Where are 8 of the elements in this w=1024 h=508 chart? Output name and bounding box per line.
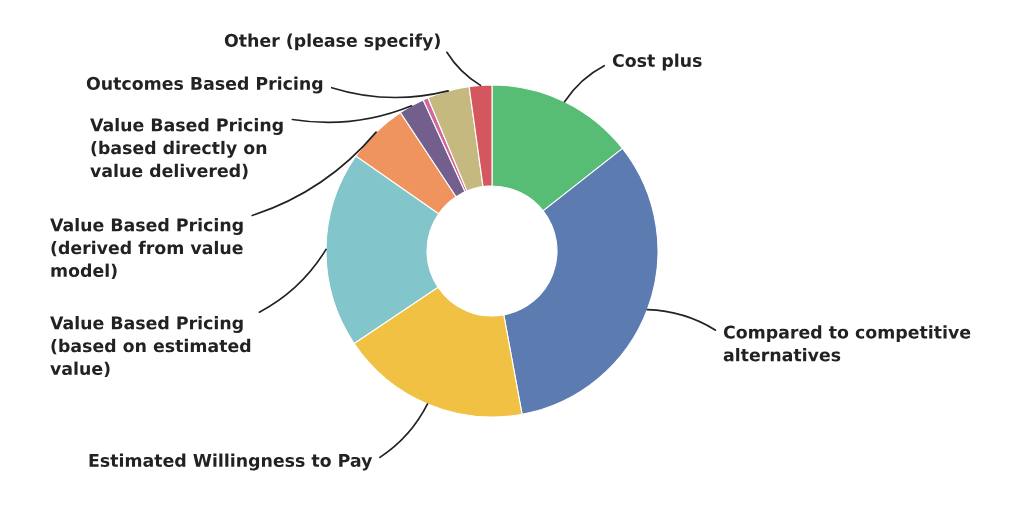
slice-label: Value Based Pricing (derived from value model): [50, 218, 243, 280]
slice-label: Cost plus: [612, 53, 702, 71]
slice-label: Estimated Willingness to Pay: [89, 453, 373, 471]
slice-label: Other (please specify): [224, 33, 440, 51]
slice-label: Compared to competitive alternatives: [723, 325, 971, 362]
slice-label: Outcomes Based Pricing: [86, 76, 323, 94]
slice-label: Value Based Pricing (based on estimated value): [50, 316, 251, 378]
slice-label: Value Based Pricing (based directly on value delivered): [90, 118, 283, 180]
